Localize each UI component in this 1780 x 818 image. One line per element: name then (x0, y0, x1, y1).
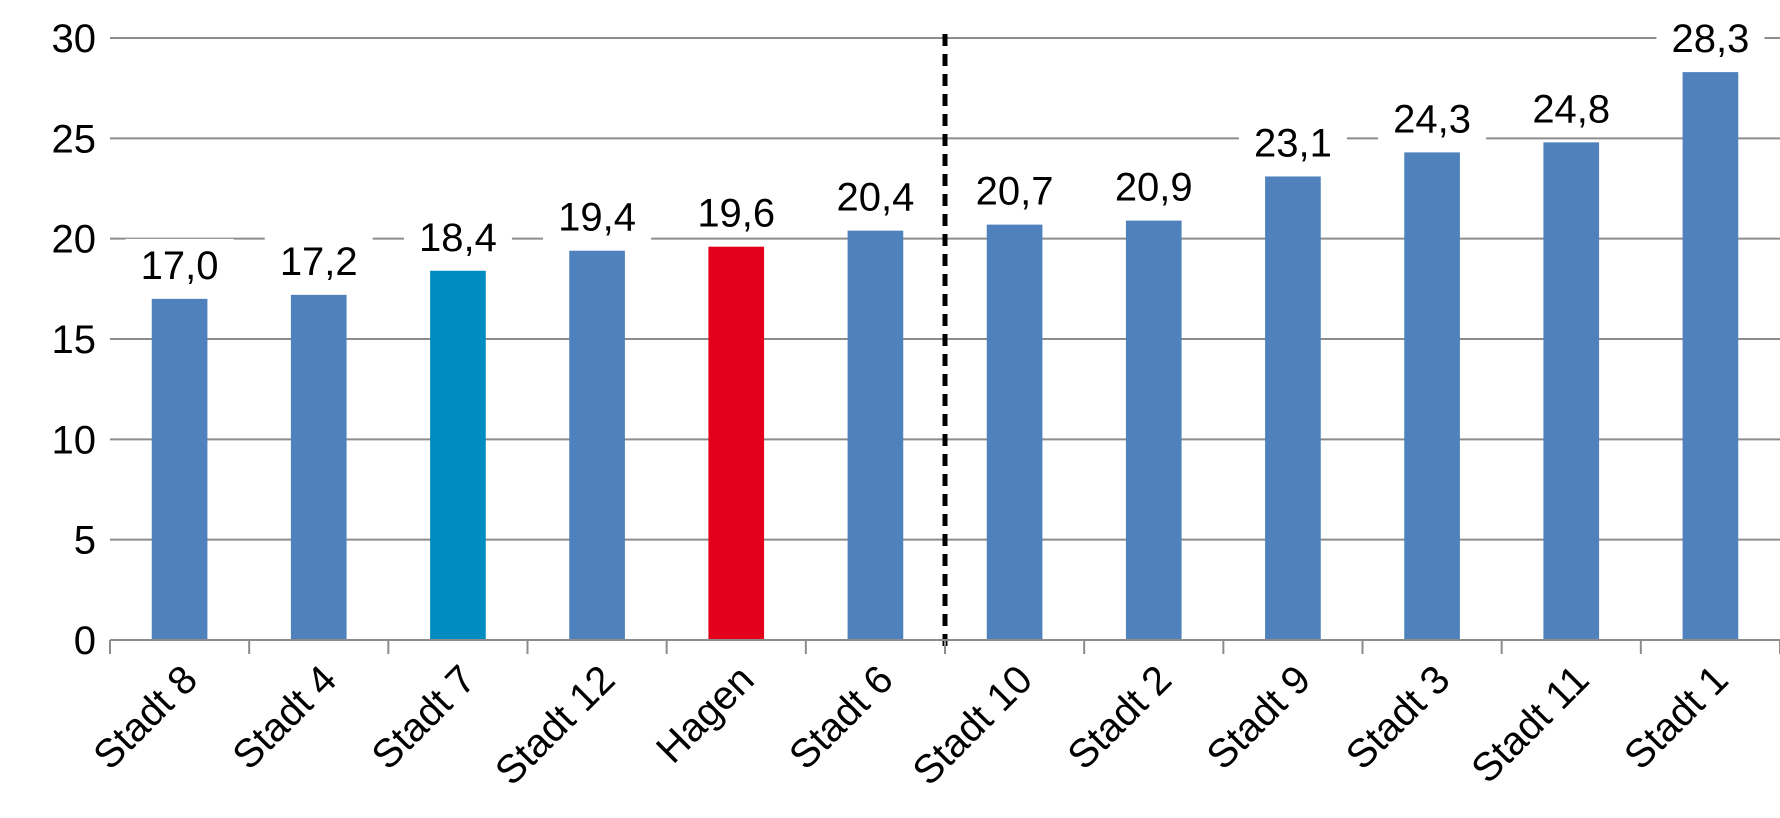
bar-stadt-1 (1682, 72, 1739, 640)
y-tick-label: 0 (74, 619, 96, 663)
bar-stadt-8 (151, 298, 208, 640)
data-label: 20,7 (976, 170, 1054, 214)
data-label-background (543, 190, 652, 241)
data-label: 20,4 (836, 176, 914, 220)
bars (151, 72, 1739, 640)
bar-stadt-7 (430, 270, 486, 640)
bar-stadt-3 (1404, 152, 1460, 640)
data-label-background (403, 210, 512, 261)
bar-hagen (708, 246, 765, 640)
data-label: 19,6 (697, 192, 775, 236)
data-label: 17,2 (280, 240, 358, 284)
category-label: Stadt 7 (364, 657, 485, 778)
category-label: Stadt 1 (1616, 657, 1737, 778)
category-label: Stadt 8 (85, 657, 206, 778)
category-label: Stadt 4 (224, 657, 345, 778)
data-labels: 17,0 17,2 18,4 19,4 19,6 20,4 20,7 20,9 23,1 24,3… (125, 12, 1765, 289)
bar-stadt-6 (847, 230, 904, 640)
category-label: Stadt 2 (1059, 657, 1180, 778)
y-tick-label: 5 (74, 519, 96, 563)
data-label-background (125, 238, 234, 289)
bar-stadt-12 (569, 250, 625, 640)
category-label: Hagen (648, 657, 762, 771)
bar-stadt-4 (290, 294, 347, 640)
category-labels: Stadt 8 Stadt 4 Stadt 7 Stadt 12 Hagen Stadt … (85, 657, 1737, 793)
data-label: 18,4 (419, 216, 497, 260)
data-label: 24,3 (1393, 97, 1471, 141)
data-label-background (264, 234, 373, 285)
data-label-background (960, 164, 1069, 215)
data-label: 17,0 (141, 244, 219, 288)
data-label-background (1378, 92, 1487, 143)
y-tick-label: 20 (52, 218, 97, 262)
y-tick-label: 30 (52, 17, 97, 61)
data-label-background (1238, 116, 1347, 167)
bar-stadt-11 (1543, 142, 1600, 640)
category-label: Stadt 12 (487, 657, 623, 793)
category-label: Stadt 9 (1199, 657, 1320, 778)
data-label-background (821, 170, 930, 221)
bar-stadt-9 (1265, 176, 1321, 640)
y-tick-label: 25 (52, 117, 97, 161)
category-label: Stadt 11 (1463, 657, 1597, 791)
bar-stadt-2 (1125, 220, 1182, 640)
category-label: Stadt 10 (904, 657, 1040, 793)
category-label: Stadt 6 (781, 657, 902, 778)
category-label: Stadt 3 (1338, 657, 1459, 778)
data-label-background (1656, 12, 1765, 63)
data-label-background (1099, 160, 1208, 211)
data-label: 28,3 (1671, 17, 1749, 61)
data-label: 23,1 (1254, 121, 1332, 165)
data-label: 24,8 (1532, 87, 1610, 131)
data-label-background (682, 186, 791, 237)
y-tick-label: 15 (52, 318, 97, 362)
y-tick-label: 10 (52, 418, 97, 462)
data-label: 20,9 (1115, 166, 1193, 210)
bar-stadt-10 (986, 224, 1043, 640)
y-axis-tick-labels: 0 5 10 15 20 25 30 (52, 17, 97, 663)
data-label-background (1517, 82, 1626, 133)
x-axis (109, 639, 1780, 654)
data-label: 19,4 (558, 196, 636, 240)
